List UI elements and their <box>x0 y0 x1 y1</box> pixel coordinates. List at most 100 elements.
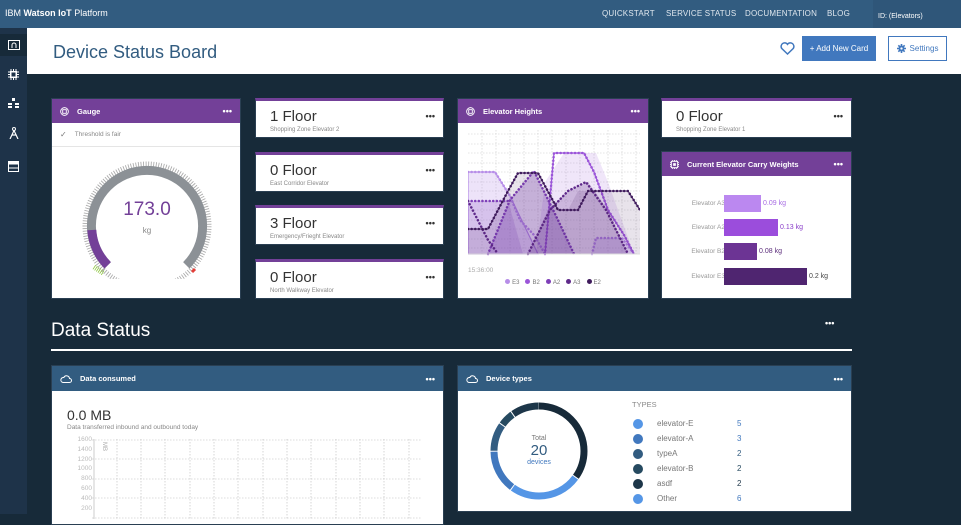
legend-item[interactable]: A2 <box>545 279 560 286</box>
type-row[interactable]: elevator-B 2 <box>633 461 757 476</box>
brand-logo[interactable]: IBM Watson IoT Platform <box>5 8 108 18</box>
checkmark-icon: ✓ <box>60 130 67 139</box>
section-divider <box>51 349 852 351</box>
weight-bar-row: Elevator A2 0.13 kg <box>662 219 852 236</box>
data-consumed-header: Data consumed ••• <box>52 366 443 391</box>
card-menu-button[interactable]: ••• <box>833 159 843 169</box>
nav-service-status[interactable]: SERVICE STATUS <box>666 9 737 18</box>
favorite-heart-icon[interactable] <box>780 42 795 55</box>
type-row[interactable]: typeA 2 <box>633 446 757 461</box>
y-axis-label: MB <box>101 442 107 451</box>
donut-total-unit: devices <box>527 459 551 466</box>
devices-chip-icon <box>8 68 19 80</box>
weight-bar[interactable] <box>724 268 807 285</box>
y-axis-ticks: 1600 1400 1200 1000 800 600 400 200 <box>77 436 92 512</box>
chip-icon <box>670 159 679 169</box>
nav-quickstart[interactable]: QUICKSTART <box>602 9 655 18</box>
cloud-icon <box>466 374 478 383</box>
type-color-dot <box>633 433 643 444</box>
gauge-card-title: Gauge <box>77 106 101 116</box>
donut-total-label: Total <box>531 435 547 442</box>
weight-bar[interactable] <box>724 219 778 236</box>
floor-value: 0 Floor <box>270 269 317 286</box>
card-menu-button[interactable]: ••• <box>833 373 843 384</box>
type-row[interactable]: Other 6 <box>633 491 757 506</box>
extensions-icon <box>8 160 19 172</box>
weight-bar[interactable] <box>724 195 761 212</box>
carry-weights-title: Current Elevator Carry Weights <box>687 159 799 169</box>
elevator-name: North Walkway Elevator <box>270 288 334 294</box>
sidebar-item-boards[interactable] <box>0 34 27 56</box>
data-consumed-subtitle: Data transferred inbound and outbound to… <box>67 424 199 431</box>
org-id-box[interactable]: ID: (Elevators) <box>873 0 961 28</box>
floor-value: 0 Floor <box>270 162 317 179</box>
floor-card: 0 Floor Shopping Zone Elevator 1 ••• <box>661 98 852 138</box>
card-menu-button[interactable]: ••• <box>425 165 435 175</box>
card-menu-button[interactable]: ••• <box>833 111 843 121</box>
rules-compass-icon <box>8 127 19 139</box>
sidebar <box>0 28 27 514</box>
type-row[interactable]: elevator-A 3 <box>633 431 757 446</box>
type-row[interactable]: elevator-E 5 <box>633 416 757 431</box>
weight-bar-row: Elevator B2 0.08 kg <box>662 243 852 260</box>
settings-label: Settings <box>909 44 939 53</box>
card-menu-button[interactable]: ••• <box>425 272 435 282</box>
type-row[interactable]: asdf 2 <box>633 476 757 491</box>
card-menu-button[interactable]: ••• <box>222 106 232 116</box>
gauge-unit: kg <box>142 226 152 235</box>
section-menu-button[interactable]: ••• <box>825 318 835 328</box>
type-color-dot <box>633 448 643 459</box>
floor-card: 3 Floor Emergency/Frieght Elevator ••• <box>255 205 444 245</box>
type-color-dot <box>633 493 643 504</box>
elevator-heights-chart <box>468 130 640 256</box>
sidebar-item-rules[interactable] <box>0 122 27 144</box>
floor-card: 0 Floor East Corridor Elevator ••• <box>255 152 444 192</box>
elevator-name: Shopping Zone Elevator 1 <box>676 127 746 133</box>
type-color-dot <box>633 418 643 429</box>
types-header: TYPES <box>632 400 657 409</box>
sidebar-item-devices[interactable] <box>0 63 27 85</box>
device-types-header: Device types ••• <box>458 366 851 391</box>
gauge-dial <box>82 161 212 279</box>
gear-icon <box>896 44 906 53</box>
legend-item[interactable]: B2 <box>525 279 540 286</box>
legend-item[interactable]: E2 <box>586 279 601 286</box>
card-menu-button[interactable]: ••• <box>630 106 640 116</box>
floor-value: 3 Floor <box>270 215 317 232</box>
bar-value: 0.2 kg <box>809 273 829 280</box>
page-title: Device Status Board <box>53 42 218 62</box>
bar-label: Elevator A2 <box>691 224 725 231</box>
carry-weights-header: Current Elevator Carry Weights ••• <box>662 152 851 176</box>
device-types-card: Device types ••• Total 20 devices TYPES … <box>457 365 852 512</box>
gauge-card: Gauge ••• ✓ Threshold is fair 173.0 kg <box>51 98 241 299</box>
weight-bar[interactable] <box>724 243 757 260</box>
sidebar-item-members[interactable] <box>0 92 27 114</box>
bar-label: Elevator E3 <box>691 273 725 280</box>
page-header: Device Status Board + Add New Card Setti… <box>27 28 961 74</box>
members-icon <box>8 98 19 108</box>
bar-value: 0.13 kg <box>780 224 803 231</box>
legend-item[interactable]: E3 <box>505 279 519 286</box>
type-color-dot <box>633 463 643 474</box>
nav-documentation[interactable]: DOCUMENTATION <box>745 9 818 18</box>
bar-value: 0.08 kg <box>759 248 782 255</box>
device-types-donut <box>490 402 588 500</box>
card-menu-button[interactable]: ••• <box>425 373 435 384</box>
card-menu-button[interactable]: ••• <box>425 218 435 228</box>
threshold-status: ✓ Threshold is fair <box>52 123 240 147</box>
nav-blog[interactable]: BLOG <box>827 9 851 18</box>
elevator-heights-card: Elevator Heights ••• 15:36:00 E3 B2 <box>457 98 649 299</box>
card-menu-button[interactable]: ••• <box>425 111 435 121</box>
carry-weights-card: Current Elevator Carry Weights ••• Eleva… <box>661 151 852 299</box>
floor-card: 1 Floor Shopping Zone Elevator 2 ••• <box>255 98 444 138</box>
gauge-card-header: Gauge ••• <box>52 99 240 123</box>
weight-bar-row: Elevator A3 0.09 kg <box>662 195 852 212</box>
sidebar-item-extensions[interactable] <box>0 155 27 177</box>
donut-total-value: 20 <box>530 442 548 459</box>
legend-item[interactable]: A3 <box>566 279 581 286</box>
threshold-text: Threshold is fair <box>74 131 121 138</box>
device-types-title: Device types <box>486 374 532 383</box>
add-new-card-button[interactable]: + Add New Card <box>802 36 876 61</box>
org-id: ID: (Elevators) <box>878 13 923 20</box>
settings-button[interactable]: Settings <box>888 36 947 61</box>
